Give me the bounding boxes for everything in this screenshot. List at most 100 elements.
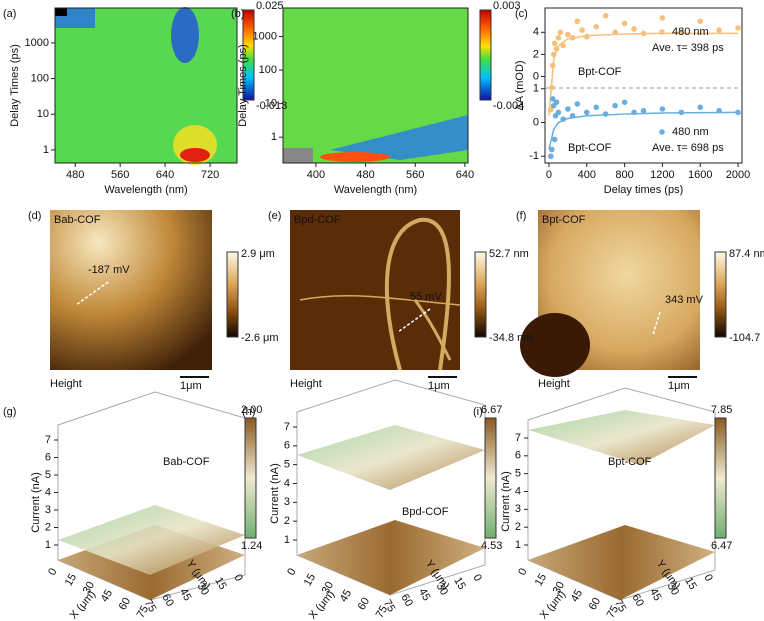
y-tick-label: 100 [31, 72, 49, 84]
legend-wavelength: 480 nm [672, 26, 709, 38]
sample-name: Bab-COF [54, 214, 101, 226]
data-point [612, 102, 618, 109]
panel-label: (d) [28, 210, 41, 222]
x-tick-label: 560 [111, 169, 129, 181]
colorbar [484, 417, 497, 539]
y-tick-label: 1000 [253, 30, 277, 42]
y-tick-label: 15 [212, 575, 229, 592]
line-profile [75, 281, 109, 306]
y-tick-label: 1 [533, 83, 539, 95]
data-point [659, 106, 666, 112]
x-tick-label: 1600 [688, 169, 712, 181]
y-tick-label: 15 [451, 575, 468, 592]
y-tick-label: 30 [434, 581, 451, 598]
panel-label: (i) [473, 406, 483, 418]
x-tick-label: 30 [320, 580, 337, 597]
y-tick-label: 75 [612, 598, 629, 615]
plot3d-h [296, 379, 486, 596]
colorbar [242, 9, 255, 101]
y-tick-label: 1 [43, 144, 49, 156]
panel-label: (b) [231, 8, 244, 20]
voltage-label: 343 mV [665, 294, 704, 306]
colorbar-max: 0.003 [493, 0, 521, 12]
y-tick-label: 45 [416, 586, 433, 603]
y-tick-label: 4 [533, 26, 539, 38]
data-point [574, 101, 581, 107]
y-tick-label: 0 [470, 572, 483, 583]
x-tick-label: 560 [406, 169, 424, 181]
z-tick-label: 7 [45, 434, 51, 446]
z-tick-label: 1 [284, 534, 290, 546]
data-point [631, 26, 637, 32]
sample-name: Bpd-COF [402, 506, 449, 518]
colorbar-min: 6.47 [711, 540, 732, 552]
x-tick-label: 640 [456, 169, 474, 181]
plot3d-g [57, 391, 246, 601]
y-tick-label: 100 [259, 64, 277, 76]
y-tick-label: 30 [195, 581, 212, 598]
colorbar [244, 417, 257, 539]
x-tick-label: 640 [156, 169, 174, 181]
y-tick-label: 60 [398, 592, 415, 609]
afm-dark-region [520, 313, 590, 377]
z-tick-label: 5 [284, 459, 290, 471]
data-point [697, 104, 704, 111]
mode-label: Height [538, 378, 570, 390]
y-tick-label: 75 [142, 598, 159, 615]
x-tick-label: 15 [302, 572, 319, 589]
y-tick-label: 2 [533, 48, 539, 60]
z-tick-label: 2 [515, 521, 521, 533]
x-tick-label: 2000 [726, 169, 750, 181]
x-tick-label: 60 [117, 596, 134, 613]
x-tick-label: 480 [66, 169, 84, 181]
colorbar-max: 7.85 [711, 404, 732, 416]
y-tick-label: 30 [665, 581, 682, 598]
colorbar-max: 87.4 nm [729, 248, 764, 260]
data-point [621, 99, 628, 106]
panel-label: (f) [516, 210, 526, 222]
voltage-label: -187 mV [88, 264, 130, 276]
y-tick-label: 0 [533, 116, 539, 128]
x-tick-label: 60 [356, 596, 373, 613]
panel-label: (h) [242, 406, 255, 418]
x-axis-label: Wavelength (nm) [334, 184, 417, 196]
x-tick-label: 15 [63, 572, 80, 589]
panel-label: (g) [3, 406, 16, 418]
z-tick-label: 3 [45, 504, 51, 516]
y-tick-label: 1 [271, 131, 277, 143]
z-axis-label: Current (nA) [269, 463, 281, 524]
panel-label: (e) [268, 210, 281, 222]
x-tick-label: 45 [569, 588, 586, 605]
data-point [555, 109, 562, 116]
panel-label: (a) [3, 8, 16, 20]
z-tick-label: 3 [284, 496, 290, 508]
z-tick-label: 4 [284, 477, 290, 489]
x-axis-label: Delay times (ps) [604, 184, 683, 196]
mode-label: Height [50, 378, 82, 390]
legend-wavelength: 480 nm [672, 126, 709, 138]
axes-frame [282, 7, 469, 164]
y-tick-label: 10 [265, 98, 277, 110]
y-tick-label: -1 [529, 150, 539, 162]
y-tick-label: 0 [701, 572, 714, 583]
x-axis-label: X (μm) [538, 588, 569, 621]
data-point [640, 107, 647, 114]
z-tick-label: 6 [515, 450, 521, 462]
x-tick-label: 45 [99, 588, 116, 605]
z-tick-label: 4 [515, 485, 521, 497]
data-point [549, 146, 555, 153]
x-tick-label: 45 [338, 588, 355, 605]
heatmap-b [283, 8, 468, 163]
data-point [593, 23, 600, 30]
x-axis-label: X (μm) [68, 588, 99, 621]
scale-label: 1μm [180, 380, 202, 392]
colorbar [714, 251, 727, 338]
voltage-label: 55 mV [410, 291, 442, 303]
colorbar-max: 0.025 [256, 0, 284, 12]
afm-image-d [50, 210, 212, 370]
axes-frame [544, 7, 743, 164]
legend-lifetime: Ave. τ= 398 ps [652, 42, 724, 54]
colorbar-min: -104.7 nm [729, 332, 764, 344]
y-tick-label: 0 [231, 572, 244, 583]
